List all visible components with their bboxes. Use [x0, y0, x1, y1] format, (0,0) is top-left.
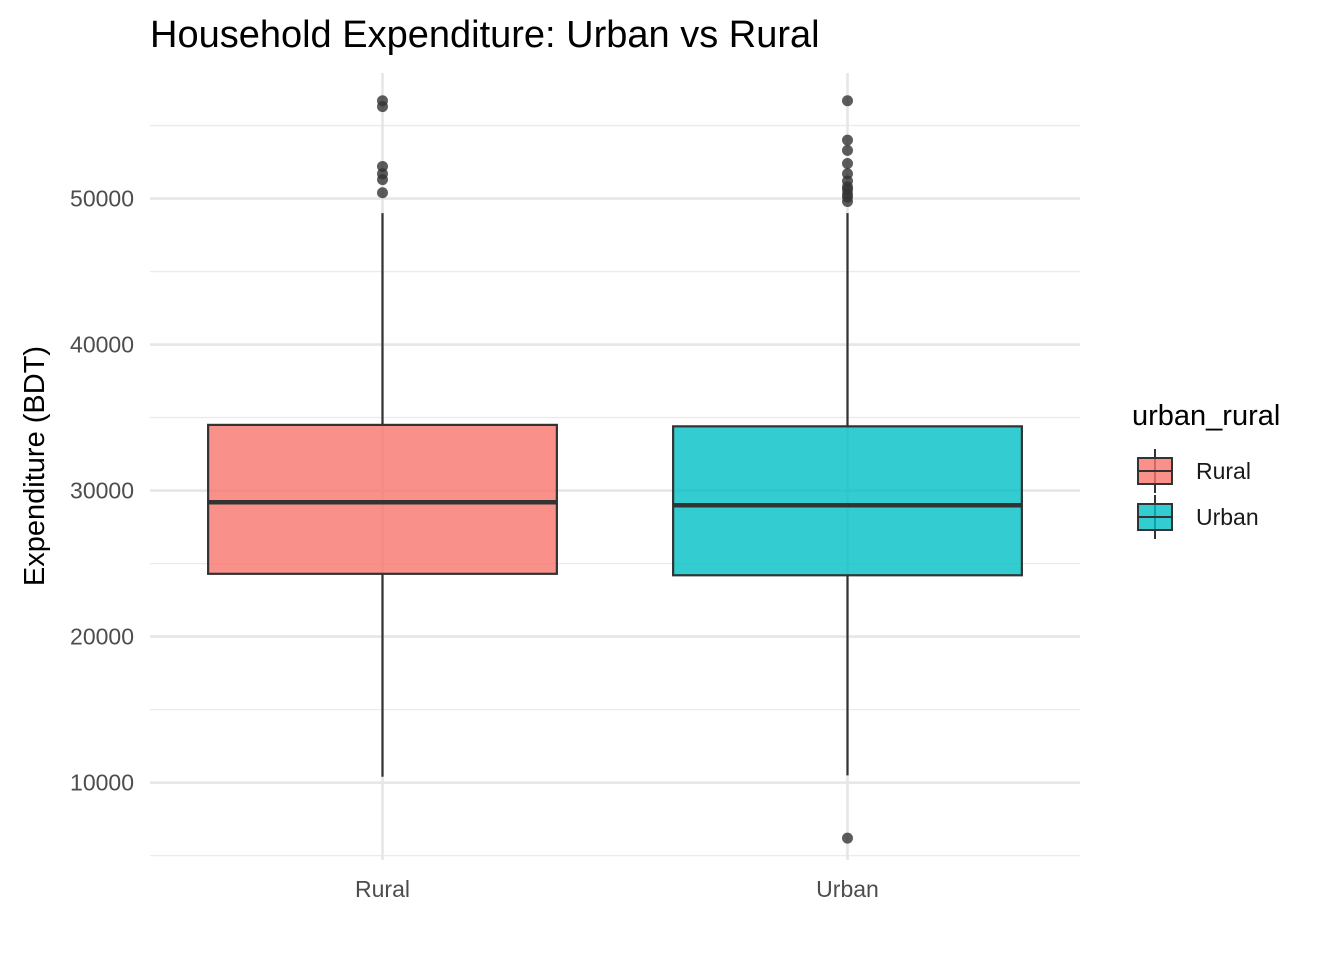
y-tick-label: 30000: [70, 478, 134, 504]
outlier-point: [377, 187, 388, 199]
outlier-point: [842, 158, 853, 170]
y-tick-label: 40000: [70, 332, 134, 358]
legend-label: Urban: [1196, 504, 1259, 530]
chart-title: Household Expenditure: Urban vs Rural: [150, 14, 820, 56]
x-tick-label: Urban: [816, 876, 879, 902]
y-tick-label: 10000: [70, 770, 134, 796]
legend: urban_rural Rural Urban: [1132, 400, 1280, 539]
box-urban: [672, 95, 1023, 844]
legend-title: urban_rural: [1132, 400, 1280, 432]
plot-area: [207, 95, 1023, 844]
outlier-point: [842, 134, 853, 146]
box-rural: [207, 95, 558, 777]
legend-key-urban: Urban: [1137, 495, 1259, 539]
outlier-point: [377, 160, 388, 172]
y-tick-label: 50000: [70, 186, 134, 212]
outlier-point: [842, 832, 853, 844]
box-iqr: [207, 423, 558, 575]
y-tick-label: 20000: [70, 624, 134, 650]
legend-key-rural: Rural: [1137, 449, 1251, 493]
x-axis-ticks: Rural Urban: [355, 876, 879, 902]
x-tick-label: Rural: [355, 876, 410, 902]
y-axis-title: Expenditure (BDT): [19, 346, 51, 586]
y-axis-ticks: 10000 20000 30000 40000 50000: [70, 186, 134, 796]
outlier-point: [842, 95, 853, 107]
outlier-point: [377, 95, 388, 107]
legend-label: Rural: [1196, 458, 1251, 484]
outlier-point: [842, 168, 853, 180]
outlier-point: [842, 144, 853, 156]
box-iqr: [672, 425, 1023, 577]
